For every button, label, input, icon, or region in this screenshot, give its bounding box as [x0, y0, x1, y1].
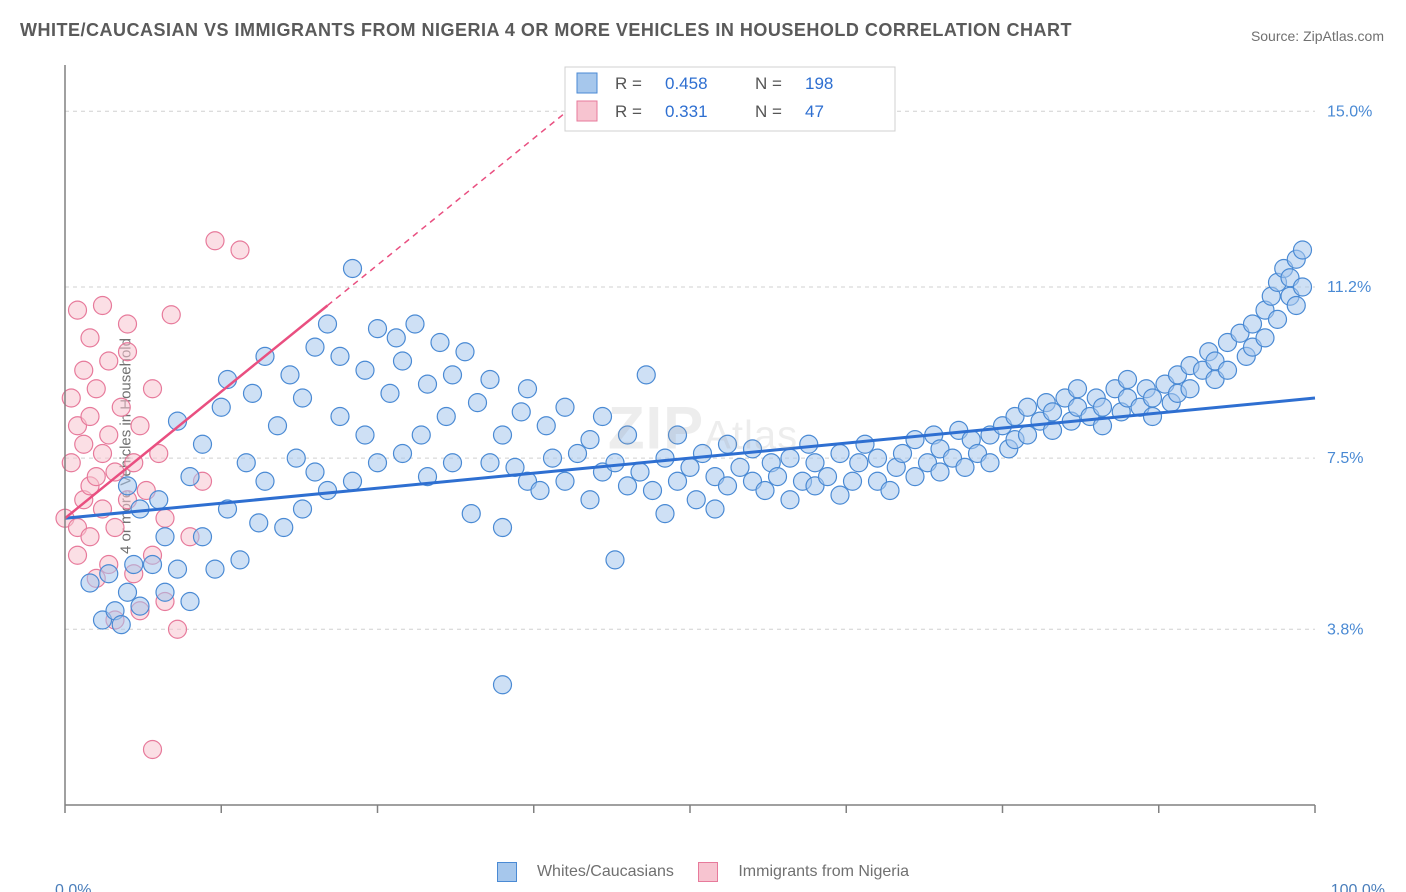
legend-swatch-blue — [497, 862, 517, 882]
scatter-plot: 3.8% 7.5% 11.2% 15.0% R = 0.458 N = 198 R = 0.331… — [55, 55, 1385, 845]
svg-text:15.0%: 15.0% — [1327, 103, 1372, 120]
svg-text:11.2%: 11.2% — [1327, 279, 1371, 296]
svg-text:R =: R = — [615, 74, 642, 93]
legend-swatch-pink — [698, 862, 718, 882]
x-max-label: 100.0% — [1331, 882, 1385, 892]
svg-text:0.458: 0.458 — [665, 74, 708, 93]
legend-label-pink: Immigrants from Nigeria — [738, 863, 909, 880]
legend-label-blue: Whites/Caucasians — [537, 863, 674, 880]
x-min-label: 0.0% — [55, 882, 91, 892]
svg-text:47: 47 — [805, 102, 824, 121]
svg-text:3.8%: 3.8% — [1327, 621, 1363, 638]
svg-text:7.5%: 7.5% — [1327, 450, 1363, 467]
bottom-legend: Whites/Caucasians Immigrants from Nigeri… — [0, 862, 1406, 882]
svg-text:198: 198 — [805, 74, 833, 93]
source-label: Source: ZipAtlas.com — [1251, 28, 1384, 44]
svg-text:N =: N = — [755, 102, 782, 121]
svg-text:N =: N = — [755, 74, 782, 93]
chart-title: WHITE/CAUCASIAN VS IMMIGRANTS FROM NIGER… — [20, 20, 1072, 41]
svg-text:R =: R = — [615, 102, 642, 121]
svg-text:0.331: 0.331 — [665, 102, 708, 121]
